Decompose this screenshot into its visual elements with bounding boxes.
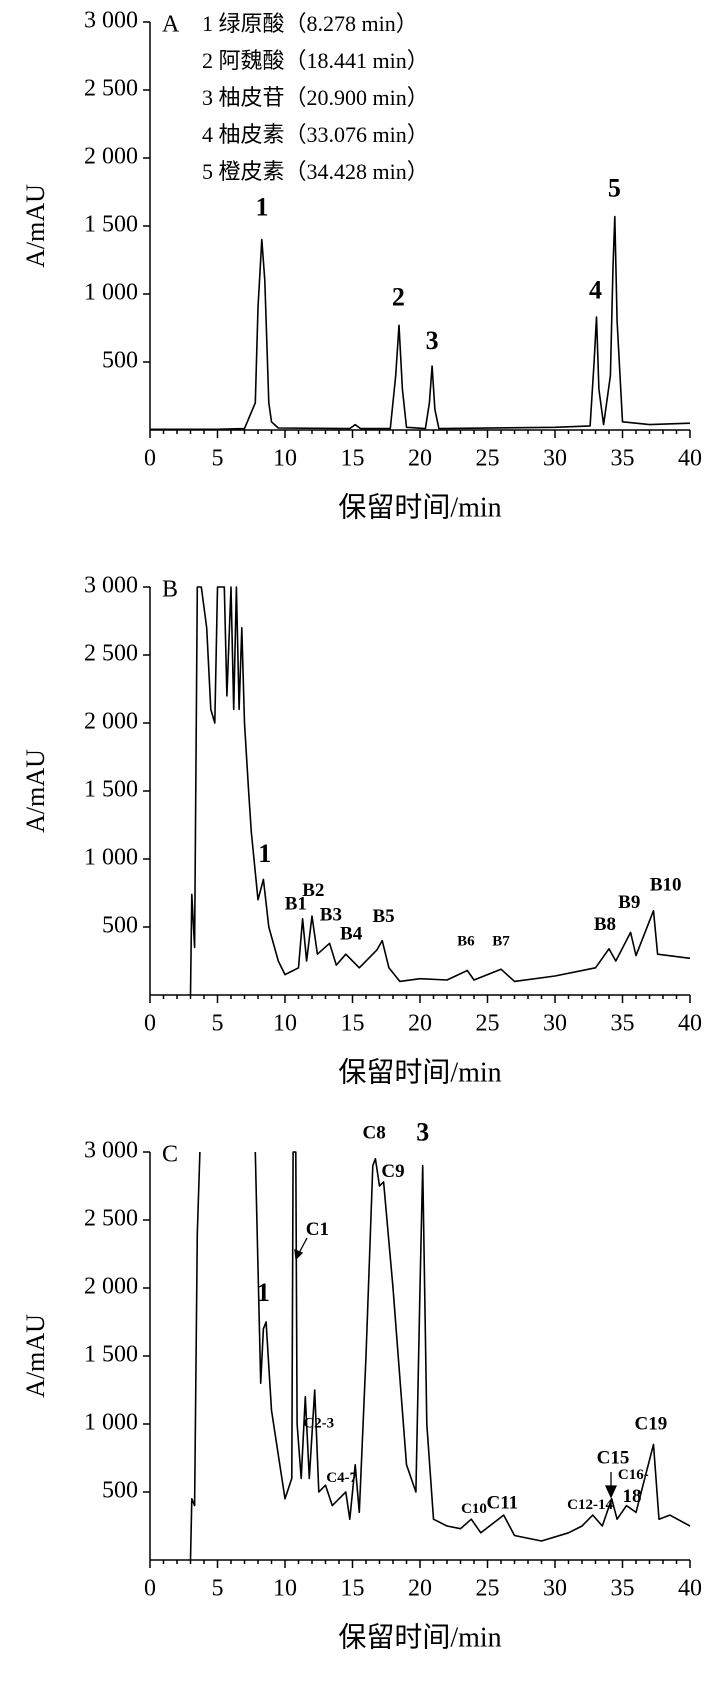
peak-label: C19 <box>634 1414 667 1435</box>
x-tick-label: 10 <box>273 1576 297 1602</box>
x-tick-label: 25 <box>476 1576 500 1602</box>
peak-label: C10 <box>461 1501 487 1517</box>
y-axis-label: A/mAU <box>21 749 50 833</box>
x-axis-label: 保留时间/min <box>338 491 501 523</box>
x-tick-label: 30 <box>543 446 567 472</box>
x-tick-label: 30 <box>543 1576 567 1602</box>
peak-label: C9 <box>381 1161 404 1182</box>
peak-label: 3 <box>426 326 439 355</box>
x-tick-label: 20 <box>408 1576 432 1602</box>
x-tick-label: 25 <box>476 446 500 472</box>
y-tick-label: 3 000 <box>84 8 138 34</box>
y-tick-label: 1 000 <box>84 280 138 306</box>
y-tick-label: 1 000 <box>84 1410 138 1436</box>
peak-label: 1 <box>258 839 271 868</box>
x-tick-label: 10 <box>273 1011 297 1037</box>
y-tick-label: 2 000 <box>84 709 138 735</box>
y-tick-label: 2 500 <box>84 76 138 102</box>
x-axis-label: 保留时间/min <box>338 1056 501 1088</box>
peak-label: B10 <box>650 875 682 896</box>
y-tick-label: 1 500 <box>84 777 138 803</box>
peak-label: C16- <box>618 1467 649 1483</box>
legend-entry: 1 绿原酸（8.278 min） <box>202 11 418 36</box>
peak-label: 3 <box>416 1117 429 1146</box>
peak-label: C8 <box>362 1123 385 1144</box>
y-tick-label: 2 000 <box>84 1274 138 1300</box>
peak-label: 2 <box>392 282 405 311</box>
y-tick-label: 1 500 <box>84 212 138 238</box>
peak-label: B9 <box>618 892 640 913</box>
x-tick-label: 40 <box>678 1576 702 1602</box>
x-tick-label: 40 <box>678 1011 702 1037</box>
legend-entry: 2 阿魏酸（18.441 min） <box>202 48 429 73</box>
panel-label: A <box>162 12 180 38</box>
peak-label: B8 <box>594 914 616 935</box>
x-axis-label: 保留时间/min <box>338 1621 501 1653</box>
trace <box>189 586 691 996</box>
legend-entry: 4 柚皮素（33.076 min） <box>202 122 429 147</box>
x-tick-label: 15 <box>341 1576 365 1602</box>
y-axis-label: A/mAU <box>21 184 50 268</box>
x-tick-label: 40 <box>678 446 702 472</box>
peak-label: 18 <box>622 1486 641 1507</box>
x-tick-label: 15 <box>341 1011 365 1037</box>
x-tick-label: 0 <box>144 1011 156 1037</box>
x-tick-label: 20 <box>408 1011 432 1037</box>
peak-label: 5 <box>608 174 621 203</box>
peak-label: B7 <box>492 933 510 949</box>
peak-label: B4 <box>340 924 363 945</box>
arrows <box>294 1237 618 1499</box>
x-tick-label: 5 <box>212 446 224 472</box>
peak-label: B2 <box>302 880 324 901</box>
peak-label: B5 <box>372 906 394 927</box>
peak-label: 1 <box>257 1278 270 1307</box>
x-tick-label: 0 <box>144 1576 156 1602</box>
peak-label: 4 <box>589 276 602 305</box>
y-axis-label: A/mAU <box>21 1314 50 1398</box>
y-tick-label: 3 000 <box>84 573 138 599</box>
peak-label: C1 <box>306 1219 329 1240</box>
peak-label: B3 <box>320 904 342 925</box>
y-tick-label: 2 500 <box>84 1206 138 1232</box>
y-tick-label: 500 <box>102 913 138 939</box>
x-tick-label: 10 <box>273 446 297 472</box>
x-tick-label: 15 <box>341 446 365 472</box>
peak-label: 1 <box>256 193 269 222</box>
arrowhead <box>604 1485 618 1499</box>
panel-label: C <box>162 1142 178 1168</box>
peak-label: C2-3 <box>303 1415 334 1431</box>
y-tick-label: 500 <box>102 348 138 374</box>
y-tick-label: 500 <box>102 1478 138 1504</box>
y-tick-label: 3 000 <box>84 1138 138 1164</box>
x-tick-label: 30 <box>543 1011 567 1037</box>
x-tick-label: 35 <box>611 1576 635 1602</box>
x-tick-label: 0 <box>144 446 156 472</box>
y-tick-label: 1 000 <box>84 845 138 871</box>
x-tick-label: 20 <box>408 446 432 472</box>
x-tick-label: 25 <box>476 1011 500 1037</box>
peak-label: C15 <box>597 1448 630 1469</box>
x-tick-label: 35 <box>611 1011 635 1037</box>
peak-label: B6 <box>457 933 475 949</box>
legend-entry: 3 柚皮苷（20.900 min） <box>202 85 429 110</box>
trace <box>189 1151 691 1561</box>
x-tick-label: 35 <box>611 446 635 472</box>
peak-label: C12-14 <box>567 1497 613 1513</box>
peak-label: B1 <box>285 894 307 915</box>
legend-entry: 5 橙皮素（34.428 min） <box>202 159 429 184</box>
trace <box>150 215 691 431</box>
panel-label: B <box>162 577 178 603</box>
peak-label: C4-7 <box>326 1470 357 1486</box>
x-tick-label: 5 <box>212 1576 224 1602</box>
peak-label: C11 <box>487 1493 519 1514</box>
x-tick-label: 5 <box>212 1011 224 1037</box>
y-tick-label: 2 500 <box>84 641 138 667</box>
y-tick-label: 1 500 <box>84 1342 138 1368</box>
y-tick-label: 2 000 <box>84 144 138 170</box>
